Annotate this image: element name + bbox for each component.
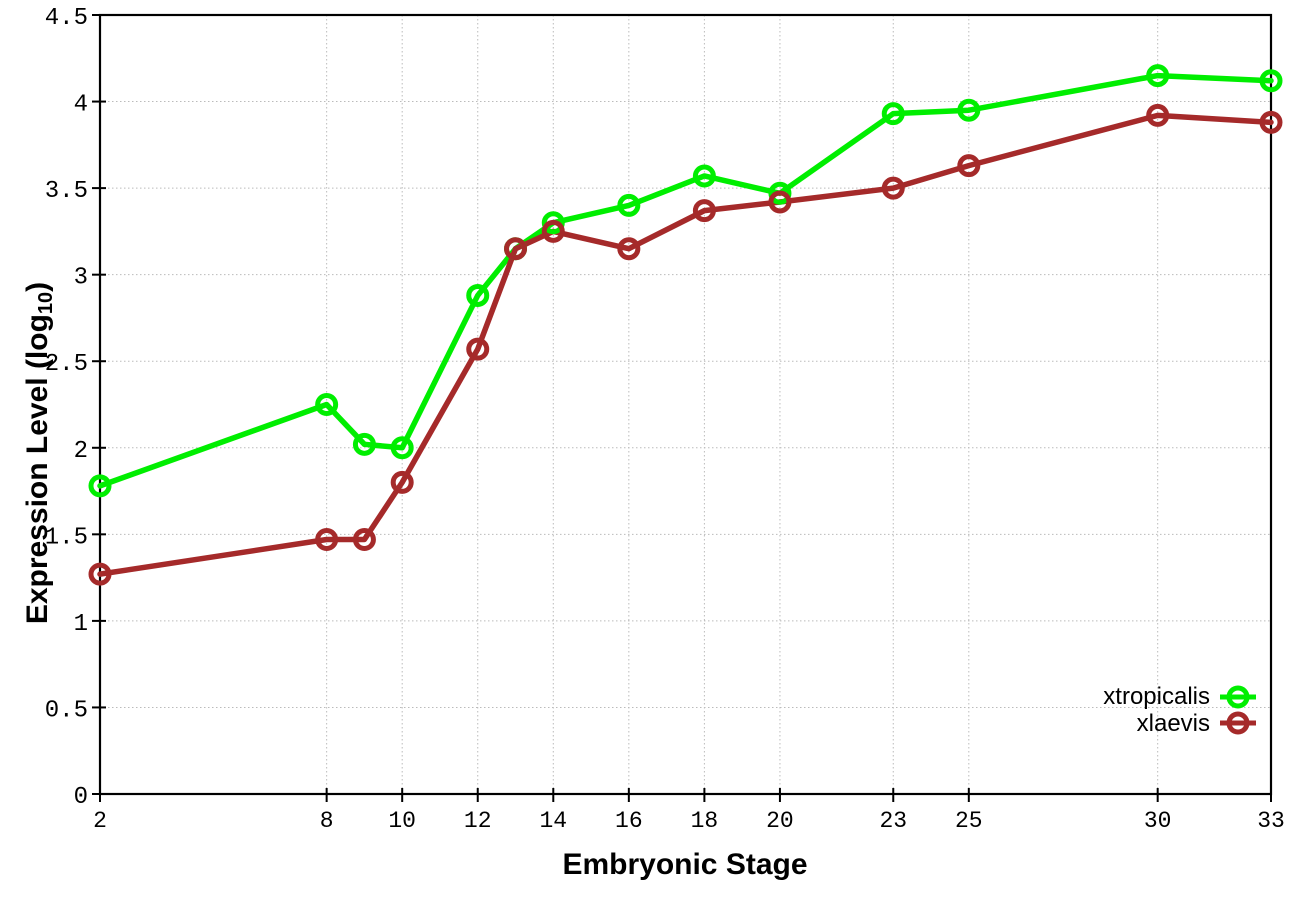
svg-text:12: 12 (464, 808, 492, 834)
svg-text:0: 0 (74, 784, 88, 811)
svg-text:Embryonic Stage: Embryonic Stage (562, 848, 807, 881)
svg-text:16: 16 (615, 808, 643, 834)
svg-text:xtropicalis: xtropicalis (1103, 683, 1210, 710)
svg-text:2: 2 (93, 808, 107, 834)
svg-text:14: 14 (539, 808, 567, 834)
svg-text:25: 25 (955, 808, 983, 834)
svg-text:1: 1 (74, 611, 88, 638)
svg-text:30: 30 (1144, 808, 1172, 834)
svg-text:3: 3 (74, 265, 88, 292)
svg-text:4: 4 (74, 92, 88, 119)
svg-text:2: 2 (74, 438, 88, 465)
svg-text:8: 8 (320, 808, 334, 834)
svg-text:4.5: 4.5 (45, 5, 88, 32)
svg-text:3.5: 3.5 (45, 178, 88, 205)
svg-text:18: 18 (691, 808, 719, 834)
svg-text:20: 20 (766, 808, 794, 834)
svg-text:33: 33 (1257, 808, 1285, 834)
svg-text:0.5: 0.5 (45, 697, 88, 724)
svg-text:xlaevis: xlaevis (1137, 710, 1210, 737)
svg-text:23: 23 (879, 808, 907, 834)
svg-text:10: 10 (388, 808, 416, 834)
svg-text:Expression Level (log10): Expression Level (log10) (21, 282, 57, 624)
